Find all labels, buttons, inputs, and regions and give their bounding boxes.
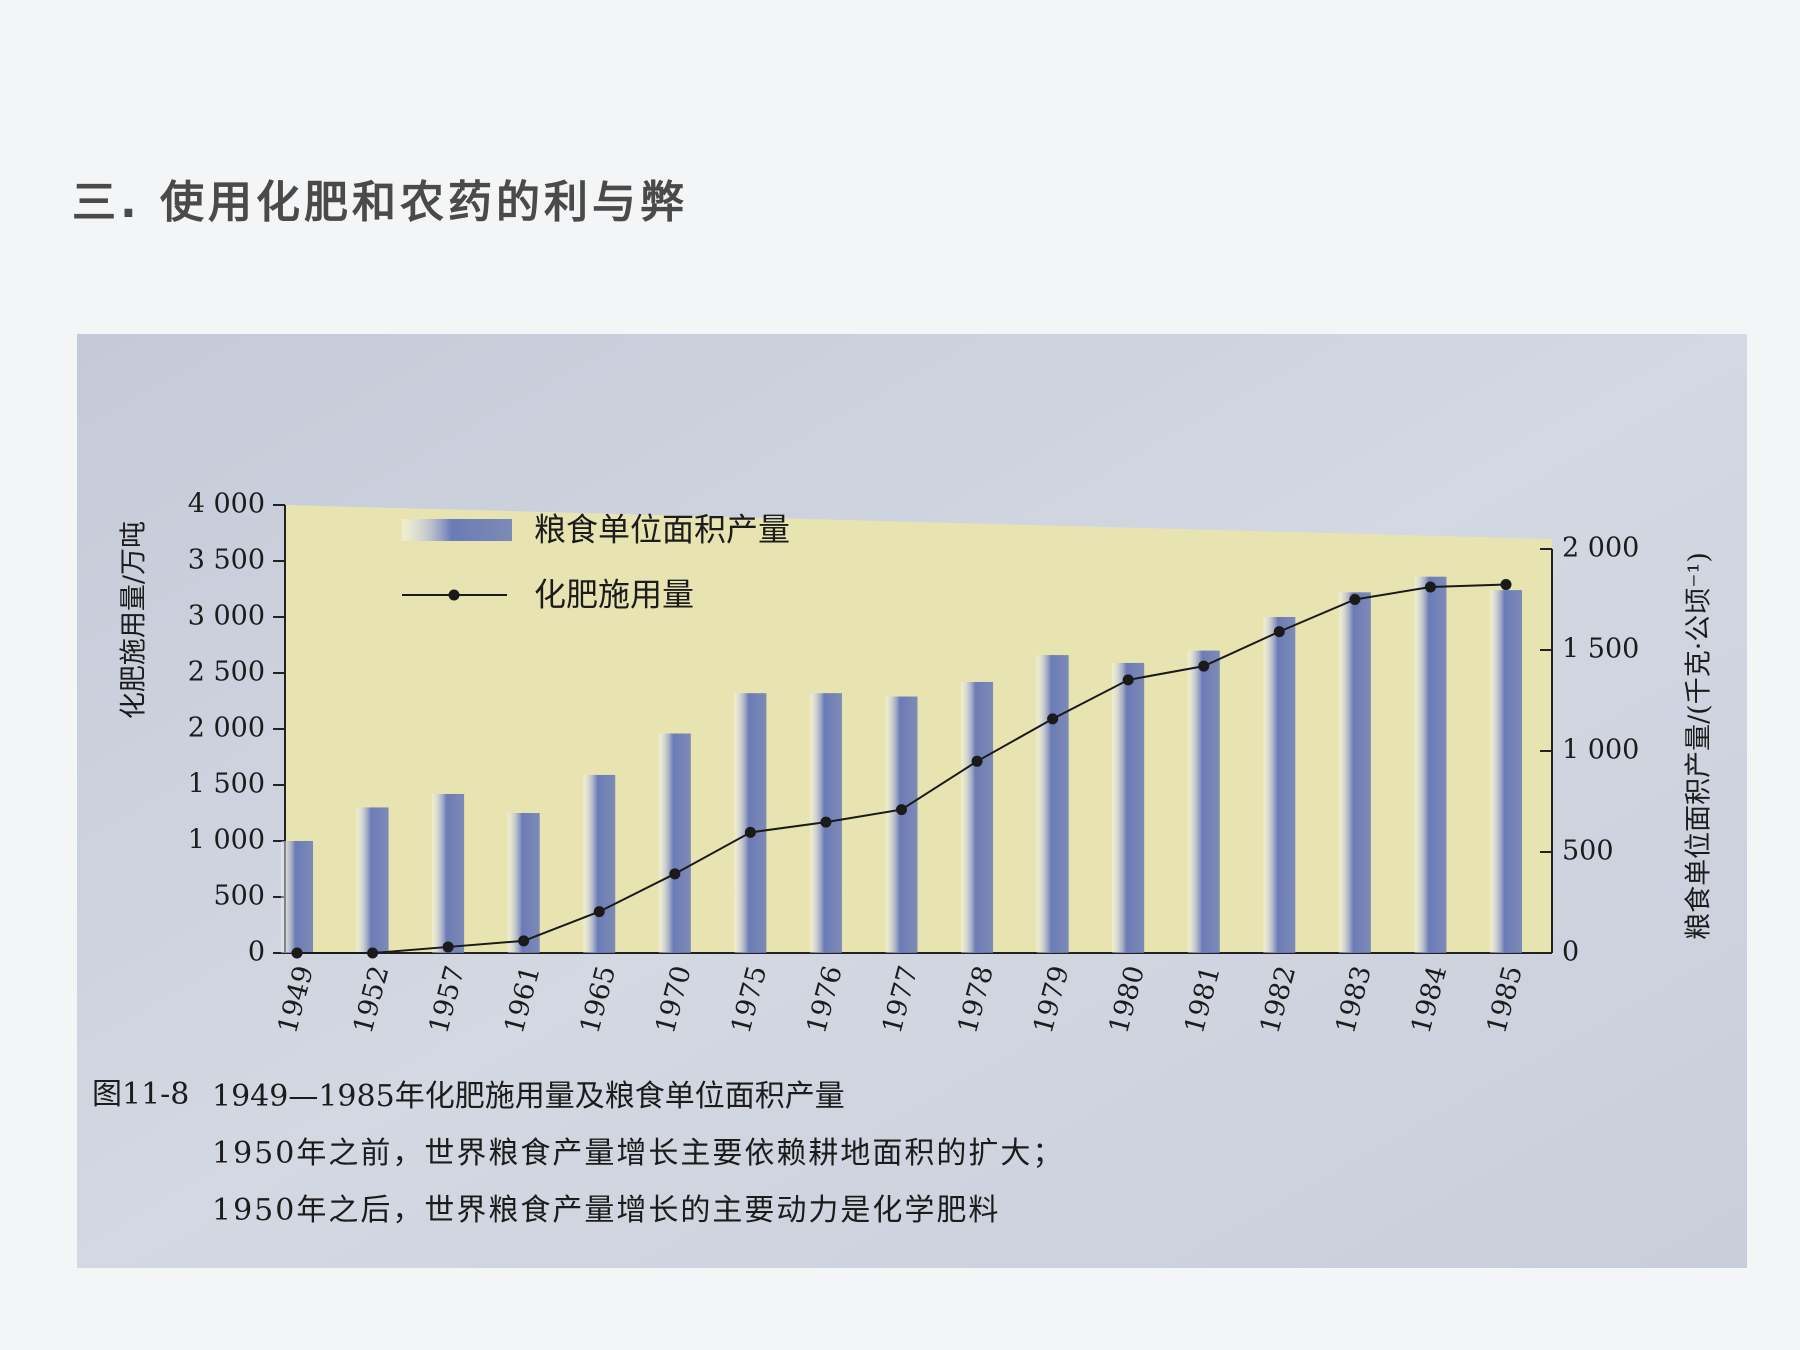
- y-axis-title: 化肥施用量/万吨: [119, 521, 150, 719]
- y-tick-label: 4 000: [188, 489, 265, 520]
- point: [442, 941, 454, 953]
- point: [367, 947, 379, 959]
- point: [518, 935, 530, 947]
- point: [820, 816, 832, 828]
- point: [1047, 713, 1059, 725]
- y2-axis-title: 粮食单位面积产量/(千克·公顷⁻¹): [1684, 552, 1715, 940]
- caption-note: 1950年之后，世界粮食产量增长的主要动力是化学肥料: [212, 1193, 1000, 1228]
- bar: [507, 813, 540, 953]
- point: [593, 906, 605, 918]
- slide-title: 三. 使用化肥和农药的利与弊: [72, 177, 688, 228]
- point: [1273, 626, 1285, 638]
- legend-label: 粮食单位面积产量: [534, 511, 790, 549]
- point: [896, 804, 907, 816]
- caption-label: 图11-8: [92, 1077, 189, 1112]
- bar: [1036, 655, 1069, 953]
- legend-marker: [448, 589, 460, 601]
- bar: [432, 793, 465, 953]
- bar: [1414, 576, 1447, 953]
- bar: [1187, 650, 1220, 953]
- point: [744, 826, 756, 838]
- legend-label: 化肥施用量: [534, 576, 694, 614]
- point: [1198, 660, 1210, 672]
- bar: [281, 841, 313, 953]
- caption-title: 1949—1985年化肥施用量及粮食单位面积产量: [212, 1079, 845, 1114]
- caption-note: 1950年之前，世界粮食产量增长主要依赖耕地面积的扩大；: [212, 1136, 1064, 1171]
- y2-tick-label: 500: [1562, 836, 1614, 867]
- bar: [356, 807, 389, 953]
- bar: [961, 681, 994, 953]
- y-tick-label: 3 500: [188, 545, 265, 576]
- point: [1500, 579, 1512, 591]
- point: [1424, 581, 1436, 593]
- point: [291, 947, 303, 959]
- bar: [583, 774, 616, 953]
- bar: [1263, 617, 1296, 953]
- bar: [885, 696, 918, 953]
- y2-tick-label: 0: [1562, 937, 1579, 968]
- bar: [1112, 662, 1145, 953]
- y-tick-label: 3 000: [188, 601, 265, 632]
- y-tick-label: 2 500: [188, 657, 265, 688]
- y-tick-label: 1 000: [188, 825, 265, 856]
- point: [669, 868, 681, 880]
- y-tick-label: 500: [213, 881, 265, 912]
- bar: [1490, 590, 1522, 953]
- bar: [1338, 592, 1371, 953]
- point: [1122, 674, 1134, 686]
- point: [1349, 594, 1361, 605]
- bar: [658, 733, 691, 953]
- y2-tick-label: 2 000: [1562, 533, 1639, 564]
- chart: 0 500 1 000 1 500 2 000 2 500 3 000 3 500 4 000 0…: [92, 489, 1715, 1229]
- point: [971, 755, 983, 767]
- legend-swatch: [402, 519, 512, 541]
- y-tick-label: 1 500: [188, 769, 265, 800]
- bar: [734, 693, 767, 953]
- y-tick-label: 0: [248, 937, 265, 968]
- y2-tick-label: 1 000: [1562, 735, 1639, 766]
- y2-tick-label: 1 500: [1562, 634, 1639, 665]
- y-tick-label: 2 000: [188, 713, 265, 744]
